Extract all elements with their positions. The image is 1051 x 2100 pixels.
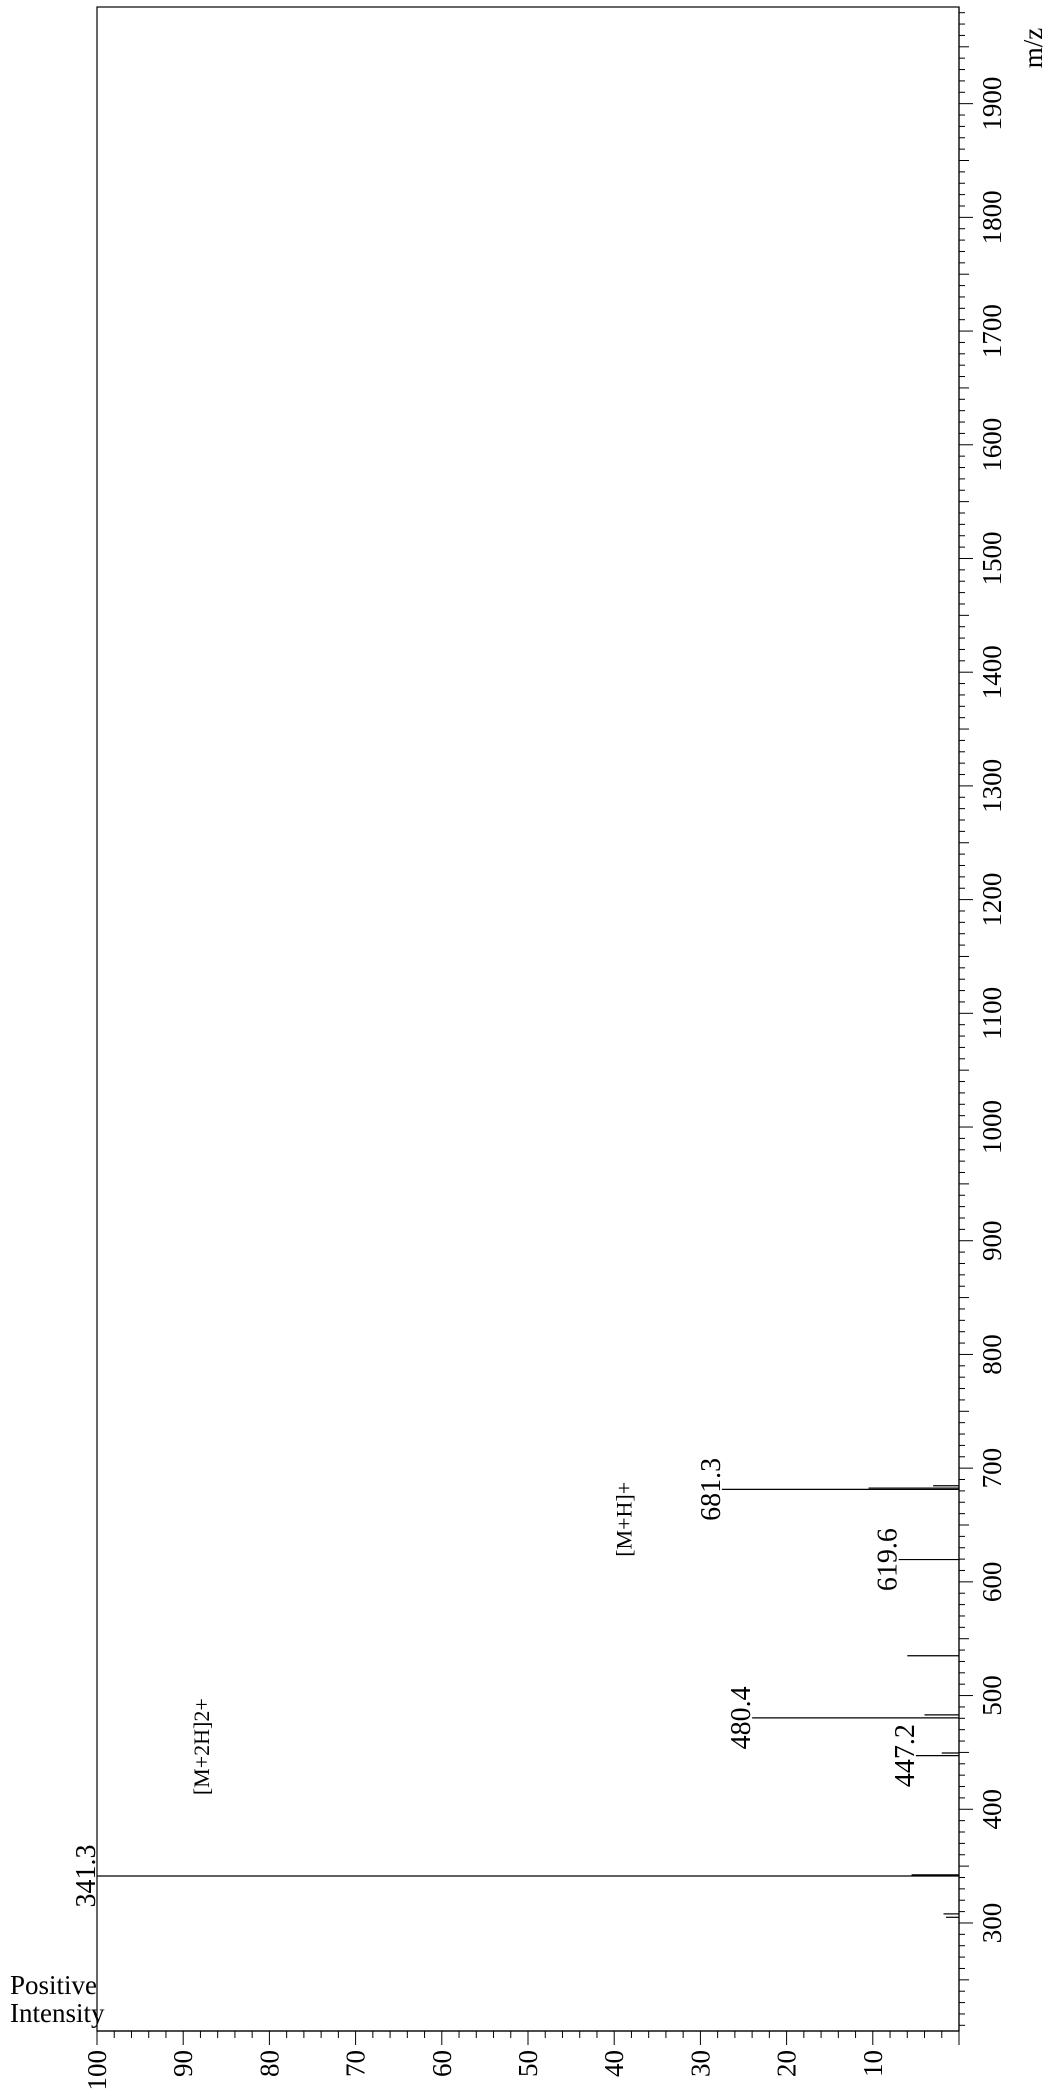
- x-axis-title: m/z: [1018, 28, 1048, 69]
- intensity-tick-label-30: 30: [685, 2050, 715, 2077]
- intensity-tick-label-100: 100: [82, 2050, 112, 2091]
- mz-tick-label-500: 500: [977, 1675, 1007, 1716]
- intensity-tick-label-50: 50: [513, 2050, 543, 2077]
- mz-tick-label-900: 900: [977, 1220, 1007, 1261]
- annotation-0: [M+2H]2+: [189, 1698, 214, 1795]
- peak-label-341.3: 341.3: [71, 1845, 102, 1908]
- intensity-tick-label-90: 90: [168, 2050, 198, 2077]
- intensity-tick-label-70: 70: [341, 2050, 371, 2077]
- y-axis-title-line1: Positive: [10, 1970, 97, 2000]
- mz-axis: 300 400 500 600 700 800 900 1000 1100 1200 1300 140…: [958, 7, 1007, 2031]
- mz-tick-label-1300: 1300: [977, 759, 1007, 813]
- mz-tick-label-1000: 1000: [977, 1100, 1007, 1154]
- peak-label-447.2: 447.2: [890, 1724, 921, 1787]
- peak-labels-layer: 341.3 447.2 480.4 619.6 681.3 [M+2H]2+ [M+H]+: [71, 1458, 921, 1908]
- peaks-layer: [97, 1485, 959, 1918]
- mz-tick-label-1700: 1700: [977, 304, 1007, 358]
- y-axis-title-line2: Intensity: [10, 1998, 105, 2028]
- intensity-tick-label-20: 20: [772, 2050, 802, 2077]
- mz-tick-label-1500: 1500: [977, 531, 1007, 585]
- mz-tick-label-700: 700: [977, 1448, 1007, 1489]
- peak-label-480.4: 480.4: [726, 1686, 757, 1749]
- mz-tick-label-800: 800: [977, 1334, 1007, 1375]
- mz-tick-label-1400: 1400: [977, 645, 1007, 699]
- annotation-1: [M+H]+: [611, 1482, 636, 1557]
- intensity-tick-label-60: 60: [427, 2050, 457, 2077]
- peak-label-681.3: 681.3: [696, 1458, 727, 1521]
- mz-tick-label-400: 400: [977, 1789, 1007, 1830]
- mz-tick-label-1200: 1200: [977, 873, 1007, 927]
- intensity-tick-label-80: 80: [254, 2050, 284, 2077]
- peak-label-619.6: 619.6: [873, 1528, 904, 1591]
- mz-tick-label-1900: 1900: [977, 77, 1007, 131]
- intensity-tick-label-40: 40: [599, 2050, 629, 2077]
- plot-frame: [96, 6, 960, 2032]
- mz-tick-label-1800: 1800: [977, 190, 1007, 244]
- intensity-tick-label-10: 10: [858, 2050, 888, 2077]
- mz-tick-label-600: 600: [977, 1562, 1007, 1603]
- intensity-axis: 10 20 30 40 50 60 70 80 90 100: [82, 2030, 960, 2091]
- mz-tick-label-300: 300: [977, 1903, 1007, 1944]
- mz-tick-label-1600: 1600: [977, 418, 1007, 472]
- mz-tick-label-1100: 1100: [977, 987, 1007, 1040]
